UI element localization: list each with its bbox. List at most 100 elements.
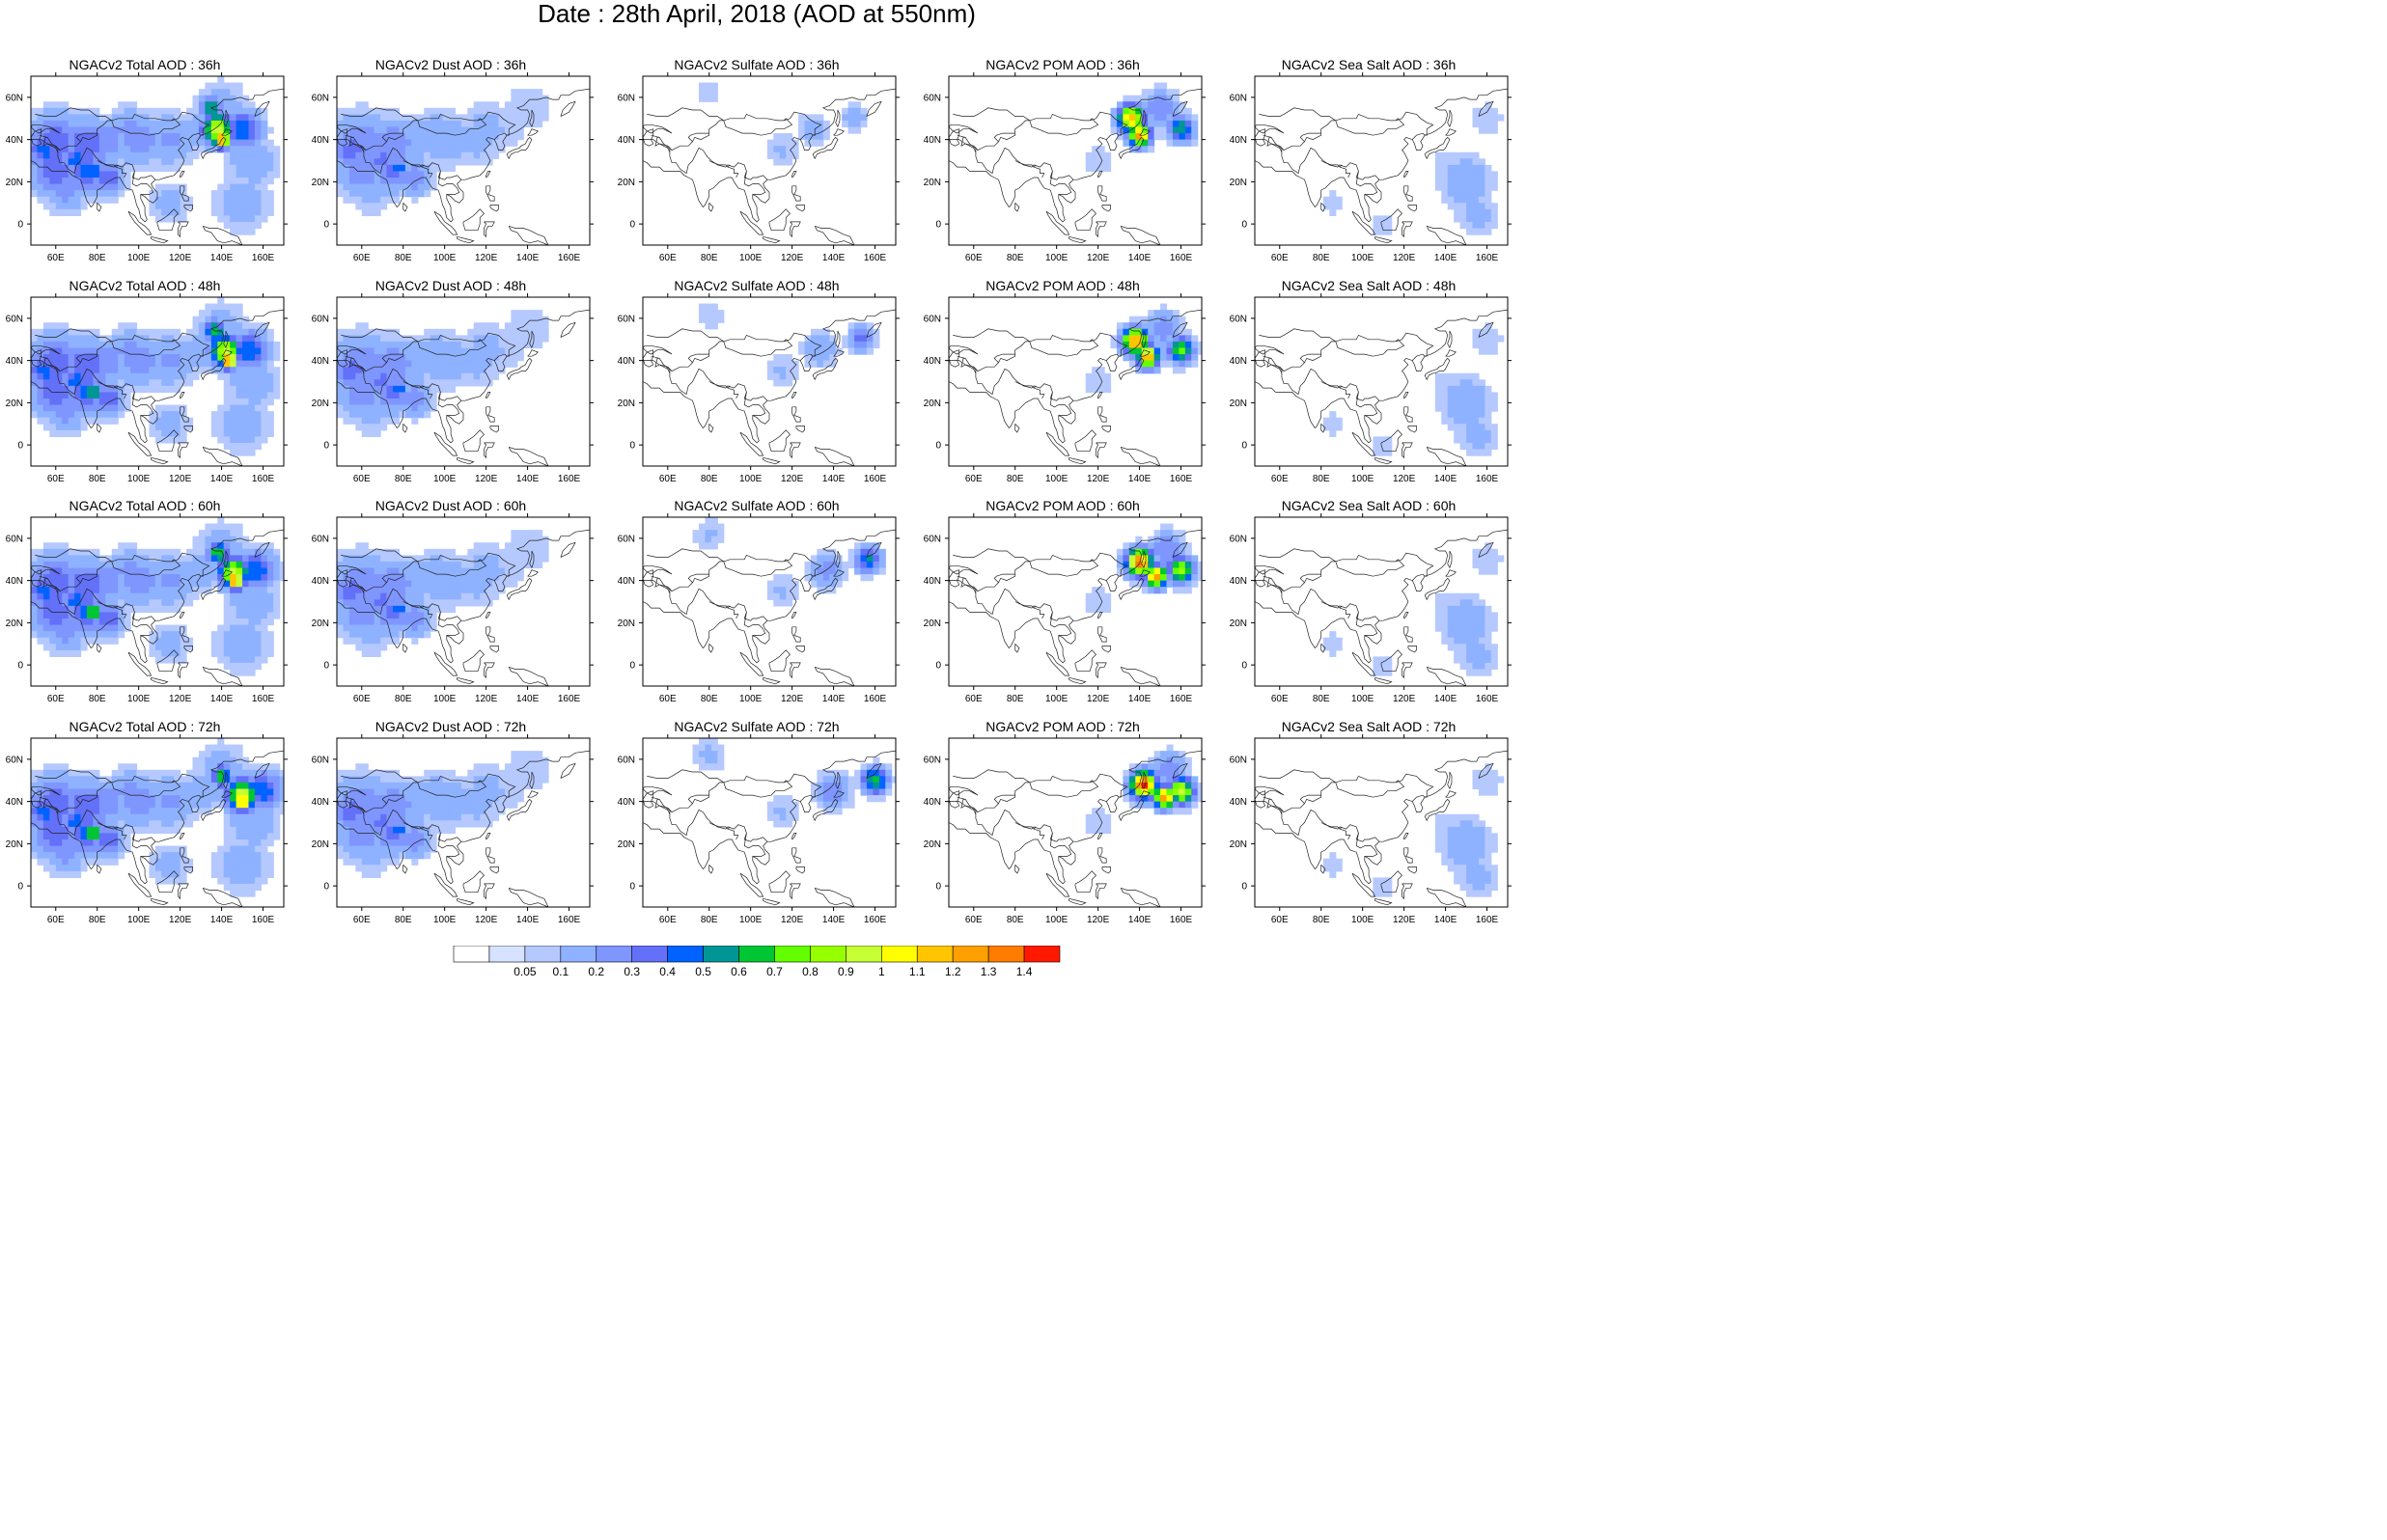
coastlines	[1255, 750, 1508, 907]
map-panel-sulfate-48h: NGACv2 Sulfate AOD : 48h 60N 40N 20N 0 60E 80E…	[612, 278, 902, 492]
lat-tick-label: 40N	[618, 797, 635, 808]
lon-tick-label: 160E	[1476, 694, 1499, 704]
lat-tick-label: 60N	[312, 314, 329, 324]
map-panel-dust-72h: NGACv2 Dust AOD : 72h 60N 40N 20N 0 60E 80E 100…	[306, 719, 596, 933]
lon-tick-label: 160E	[1170, 915, 1193, 925]
lon-tick-label: 60E	[1271, 253, 1289, 263]
lon-tick-label: 100E	[1045, 915, 1069, 925]
colorbar-label: 0.05	[513, 965, 537, 978]
lat-tick-label: 0	[1241, 882, 1247, 893]
lat-tick-label: 0	[629, 661, 635, 672]
lon-tick-label: 120E	[1087, 694, 1110, 704]
map-panel-total-48h: NGACv2 Total AOD : 48h 60N 40N 20N 0 60E 80E 10…	[0, 278, 290, 492]
lon-tick-label: 100E	[739, 474, 763, 484]
lon-tick-label: 140E	[822, 694, 846, 704]
aod-shading	[337, 530, 549, 657]
lat-tick-label: 60N	[6, 314, 23, 324]
map-frame	[30, 296, 285, 467]
coastlines	[643, 88, 896, 245]
map-panel-total-60h: NGACv2 Total AOD : 60h 60N 40N 20N 0 60E 80E 10…	[0, 498, 290, 712]
coastlines	[31, 529, 284, 686]
lat-tick-label: 20N	[312, 399, 329, 409]
lon-tick-label: 100E	[1045, 253, 1069, 263]
map-plot: 60N 40N 20N 0 60E 80E 100E 120E 140E 160E	[1230, 513, 1512, 704]
lon-tick-label: 160E	[252, 253, 275, 263]
map-frame	[642, 75, 897, 246]
lon-tick-label: 100E	[433, 694, 457, 704]
lon-tick-label: 80E	[1007, 253, 1024, 263]
lon-tick-label: 120E	[169, 474, 192, 484]
map-plot: 60N 40N 20N 0 60E 80E 100E 120E 140E 160E	[1230, 293, 1512, 484]
panel-title: NGACv2 Dust AOD : 72h	[375, 719, 527, 734]
map-frame	[642, 516, 897, 687]
map-frame	[336, 516, 591, 687]
lon-tick-label: 160E	[252, 694, 275, 704]
lat-tick-label: 0	[629, 441, 635, 452]
lat-tick-label: 60N	[1230, 755, 1247, 765]
lon-tick-label: 140E	[1434, 253, 1457, 263]
panel-title: NGACv2 Sea Salt AOD : 36h	[1281, 57, 1457, 72]
lat-tick-label: 40N	[6, 135, 23, 146]
colorbar-label: 0.3	[624, 965, 640, 978]
lon-tick-label: 100E	[739, 915, 763, 925]
lat-tick-label: 0	[323, 220, 329, 231]
lat-tick-label: 60N	[924, 534, 941, 544]
lon-tick-label: 60E	[353, 694, 371, 704]
lat-tick-label: 0	[17, 661, 23, 672]
coastlines	[1255, 309, 1508, 466]
map-panel-sulfate-60h: NGACv2 Sulfate AOD : 60h 60N 40N 20N 0 60E 80E…	[612, 498, 902, 712]
lat-tick-label: 60N	[924, 314, 941, 324]
lon-tick-label: 60E	[659, 915, 677, 925]
lon-tick-label: 160E	[864, 253, 887, 263]
lat-tick-label: 20N	[6, 399, 23, 409]
aod-shading	[1085, 523, 1202, 614]
lon-tick-label: 120E	[1087, 253, 1110, 263]
lat-tick-label: 60N	[618, 755, 635, 765]
map-panel-dust-48h: NGACv2 Dust AOD : 48h 60N 40N 20N 0 60E 80E 100…	[306, 278, 596, 492]
lat-tick-label: 40N	[312, 797, 329, 808]
lat-tick-label: 40N	[312, 356, 329, 367]
coastlines	[949, 88, 1202, 245]
lat-tick-label: 40N	[924, 356, 941, 367]
lat-tick-label: 60N	[618, 534, 635, 544]
lon-tick-label: 140E	[210, 915, 234, 925]
coastlines	[337, 529, 590, 686]
map-plot: 60N 40N 20N 0 60E 80E 100E 120E 140E 160E	[6, 513, 288, 704]
lon-tick-label: 60E	[47, 253, 65, 263]
lon-tick-label: 120E	[475, 253, 498, 263]
colorbar-swatch	[810, 946, 847, 963]
lon-tick-label: 80E	[1313, 694, 1330, 704]
panel-title: NGACv2 POM AOD : 60h	[985, 498, 1140, 513]
coastlines	[949, 309, 1202, 466]
coastlines	[337, 750, 590, 907]
map-plot: 60N 40N 20N 0 60E 80E 100E 120E 140E 160E	[618, 734, 900, 925]
map-frame	[30, 516, 285, 687]
lon-tick-label: 120E	[475, 474, 498, 484]
lat-tick-label: 40N	[312, 576, 329, 587]
map-frame	[1254, 75, 1509, 246]
aod-shading	[1085, 744, 1202, 835]
map-frame	[30, 75, 285, 246]
lon-tick-label: 60E	[353, 474, 371, 484]
lon-tick-label: 60E	[965, 915, 983, 925]
panel-title: NGACv2 Sea Salt AOD : 72h	[1281, 719, 1457, 734]
aod-shading	[31, 76, 281, 235]
lat-tick-label: 20N	[1230, 619, 1247, 629]
map-plot: 60N 40N 20N 0 60E 80E 100E 120E 140E 160E	[6, 72, 288, 263]
map-frame	[336, 296, 591, 467]
lon-tick-label: 160E	[864, 694, 887, 704]
colorbar-label: 0.5	[695, 965, 711, 978]
map-panel-pom-60h: NGACv2 POM AOD : 60h 60N 40N 20N 0 60E 80E 100E…	[918, 498, 1207, 712]
aod-shading	[31, 297, 281, 456]
lon-tick-label: 100E	[433, 253, 457, 263]
map-frame	[336, 75, 591, 246]
lat-tick-label: 60N	[618, 314, 635, 324]
panel-title: NGACv2 Total AOD : 48h	[69, 278, 221, 293]
lat-tick-label: 40N	[618, 356, 635, 367]
aod-shading	[337, 89, 549, 216]
aod-shading	[1322, 542, 1505, 676]
lon-tick-label: 100E	[1351, 474, 1374, 484]
map-plot: 60N 40N 20N 0 60E 80E 100E 120E 140E 160E	[312, 513, 594, 704]
lon-tick-label: 100E	[127, 694, 151, 704]
coastlines	[337, 309, 590, 466]
